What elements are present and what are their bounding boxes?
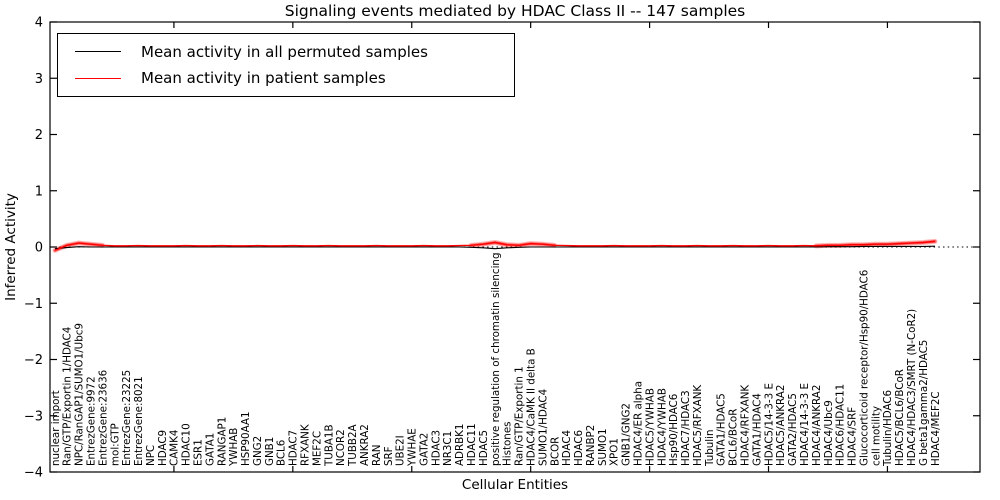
x-category-label: YWHAE: [407, 428, 419, 467]
permuted-line-swatch: [75, 51, 121, 53]
y-tick-label: −4: [24, 466, 43, 481]
x-category-label: HDAC5/RFXANK: [692, 385, 704, 466]
y-tick-label: −3: [24, 409, 43, 424]
x-category-label: HDAC5: [478, 430, 490, 466]
x-category-label: HDAC6/HDAC11: [835, 384, 847, 466]
x-category-label: HDAC5/14-3-3 E: [763, 383, 775, 466]
x-category-label: GNB1/GNG2: [621, 403, 633, 466]
y-axis-title: Inferred Activity: [3, 193, 19, 301]
x-category-label: cell motility: [870, 406, 882, 466]
legend-label-permuted: Mean activity in all permuted samples: [141, 42, 428, 61]
x-category-label: HDAC11: [466, 423, 478, 466]
patient-series-line: [54, 240, 936, 252]
x-category-label: RANBP2: [585, 425, 597, 466]
x-category-label: GATA2: [418, 433, 430, 466]
x-category-label: HDAC3: [430, 430, 442, 466]
x-category-label: SRF: [383, 446, 395, 466]
x-category-label: HDAC7: [288, 430, 300, 466]
x-category-label: HSP90AA1: [240, 411, 252, 466]
x-category-label: ANKRA2: [359, 424, 371, 466]
x-category-label: NPC/RanGAP1/SUMO1/Ubc9: [74, 323, 86, 466]
x-category-label: ADRBK1: [454, 424, 466, 467]
x-category-label: GATA1/HDAC5: [716, 393, 728, 466]
x-category-label: GNG2: [252, 436, 264, 466]
x-category-label: HDAC6: [573, 430, 585, 466]
x-category-label: NR3C1: [442, 431, 454, 466]
x-category-label: EntrezGene:9972: [85, 376, 97, 466]
x-category-label: UBE2I: [395, 435, 407, 466]
x-category-label: Histones: [502, 421, 514, 466]
x-category-label: GNB1: [264, 437, 276, 466]
x-category-label: NCOR2: [335, 429, 347, 466]
x-category-label: Ran/GTP/Exportin 1: [514, 366, 526, 466]
x-category-label: SUMO1: [597, 428, 609, 466]
x-category-label: GATA1: [204, 433, 216, 466]
x-category-label: GATA1/HDAC4: [751, 393, 763, 466]
y-tick-label: 3: [35, 72, 43, 87]
x-category-label: Hsp90/HDAC6: [668, 394, 680, 466]
x-category-label: positive regulation of chromatin silenci…: [490, 253, 502, 467]
x-category-label: Tubulin: [704, 429, 716, 467]
x-axis-title: Cellular Entities: [461, 477, 569, 493]
x-category-label: HDAC4/YWHAB: [656, 388, 668, 466]
x-category-label: Ran/GTP/Exportin 1/HDAC4: [62, 327, 74, 466]
x-category-label: RANGAP1: [216, 417, 228, 466]
chart-title: Signaling events mediated by HDAC Class …: [284, 2, 746, 20]
x-category-label: G beta1gamma2/HDAC5: [918, 340, 930, 466]
x-category-label: TUBB2A: [347, 424, 359, 467]
x-category-label: EntrezGene:23225: [121, 370, 133, 466]
x-category-label: HDAC4/CaMK II delta B: [525, 348, 537, 466]
x-category-label: EntrezGene:8021: [133, 376, 145, 466]
x-category-label: mol:GTP: [109, 423, 121, 466]
x-category-label: HDAC5/YWHAB: [644, 388, 656, 466]
y-tick-label: 2: [35, 128, 43, 143]
x-category-label: MEF2C: [311, 431, 323, 466]
x-category-label: NPC: [145, 445, 157, 466]
x-category-label: HDAC4: [561, 430, 573, 466]
y-tick-label: 4: [35, 16, 43, 31]
x-category-label: RFXANK: [300, 424, 312, 466]
legend: Mean activity in all permuted samples Me…: [57, 33, 515, 97]
x-category-label: HDAC4/14-3-3 E: [799, 383, 811, 466]
x-category-label: HDAC4/SRF: [847, 407, 859, 466]
x-category-label: HDAC10: [181, 423, 193, 466]
x-category-label: HDAC5/BCL6/BCoR: [894, 369, 906, 466]
x-category-label: ESR1: [193, 439, 205, 466]
legend-label-patient: Mean activity in patient samples: [141, 69, 386, 88]
x-category-label: BCL6/BCoR: [728, 409, 740, 466]
patient-line-swatch: [75, 77, 121, 79]
permuted-series-line: [54, 245, 936, 250]
legend-entry-patient: Mean activity in patient samples: [58, 69, 514, 87]
x-category-label: RAN: [371, 445, 383, 466]
x-category-label: nuclear import: [50, 390, 62, 466]
x-category-label: GATA2/HDAC5: [787, 393, 799, 466]
x-category-label: HDAC9: [157, 430, 169, 466]
x-category-label: HDAC7/HDAC3: [680, 390, 692, 466]
x-category-label: SUMO1/HDAC4: [537, 389, 549, 466]
y-tick-label: −2: [24, 353, 43, 368]
y-tick-label: −1: [24, 297, 43, 312]
x-category-label: Glucocorticoid receptor/Hsp90/HDAC6: [858, 270, 870, 466]
x-category-label: HDAC4/RFXANK: [740, 385, 752, 466]
x-category-label: BCL6: [276, 440, 288, 466]
x-category-label: YWHAB: [228, 428, 240, 467]
y-tick-label: 0: [35, 241, 43, 256]
y-tick-label: 1: [35, 184, 43, 199]
x-category-label: HDAC4/ANKRA2: [811, 385, 823, 466]
x-category-label: HDAC4/ER alpha: [633, 381, 645, 466]
x-category-label: XPO1: [609, 438, 621, 466]
x-category-label: HDAC4/MEF2C: [930, 391, 942, 466]
x-category-label: HDAC5/ANKRA2: [775, 385, 787, 466]
x-category-label: Tubulin/HDAC6: [882, 390, 894, 467]
x-category-label: HDAC4/HDAC3/SMRT (N-CoR2): [906, 309, 918, 466]
x-category-label: HDAC4/Ubc9: [823, 400, 835, 466]
x-category-label: EntrezGene:23636: [97, 370, 109, 466]
x-category-label: CAMK4: [169, 430, 181, 466]
x-category-label: BCOR: [549, 437, 561, 466]
x-category-label: TUBA1B: [323, 424, 335, 467]
legend-entry-permuted: Mean activity in all permuted samples: [58, 43, 514, 61]
